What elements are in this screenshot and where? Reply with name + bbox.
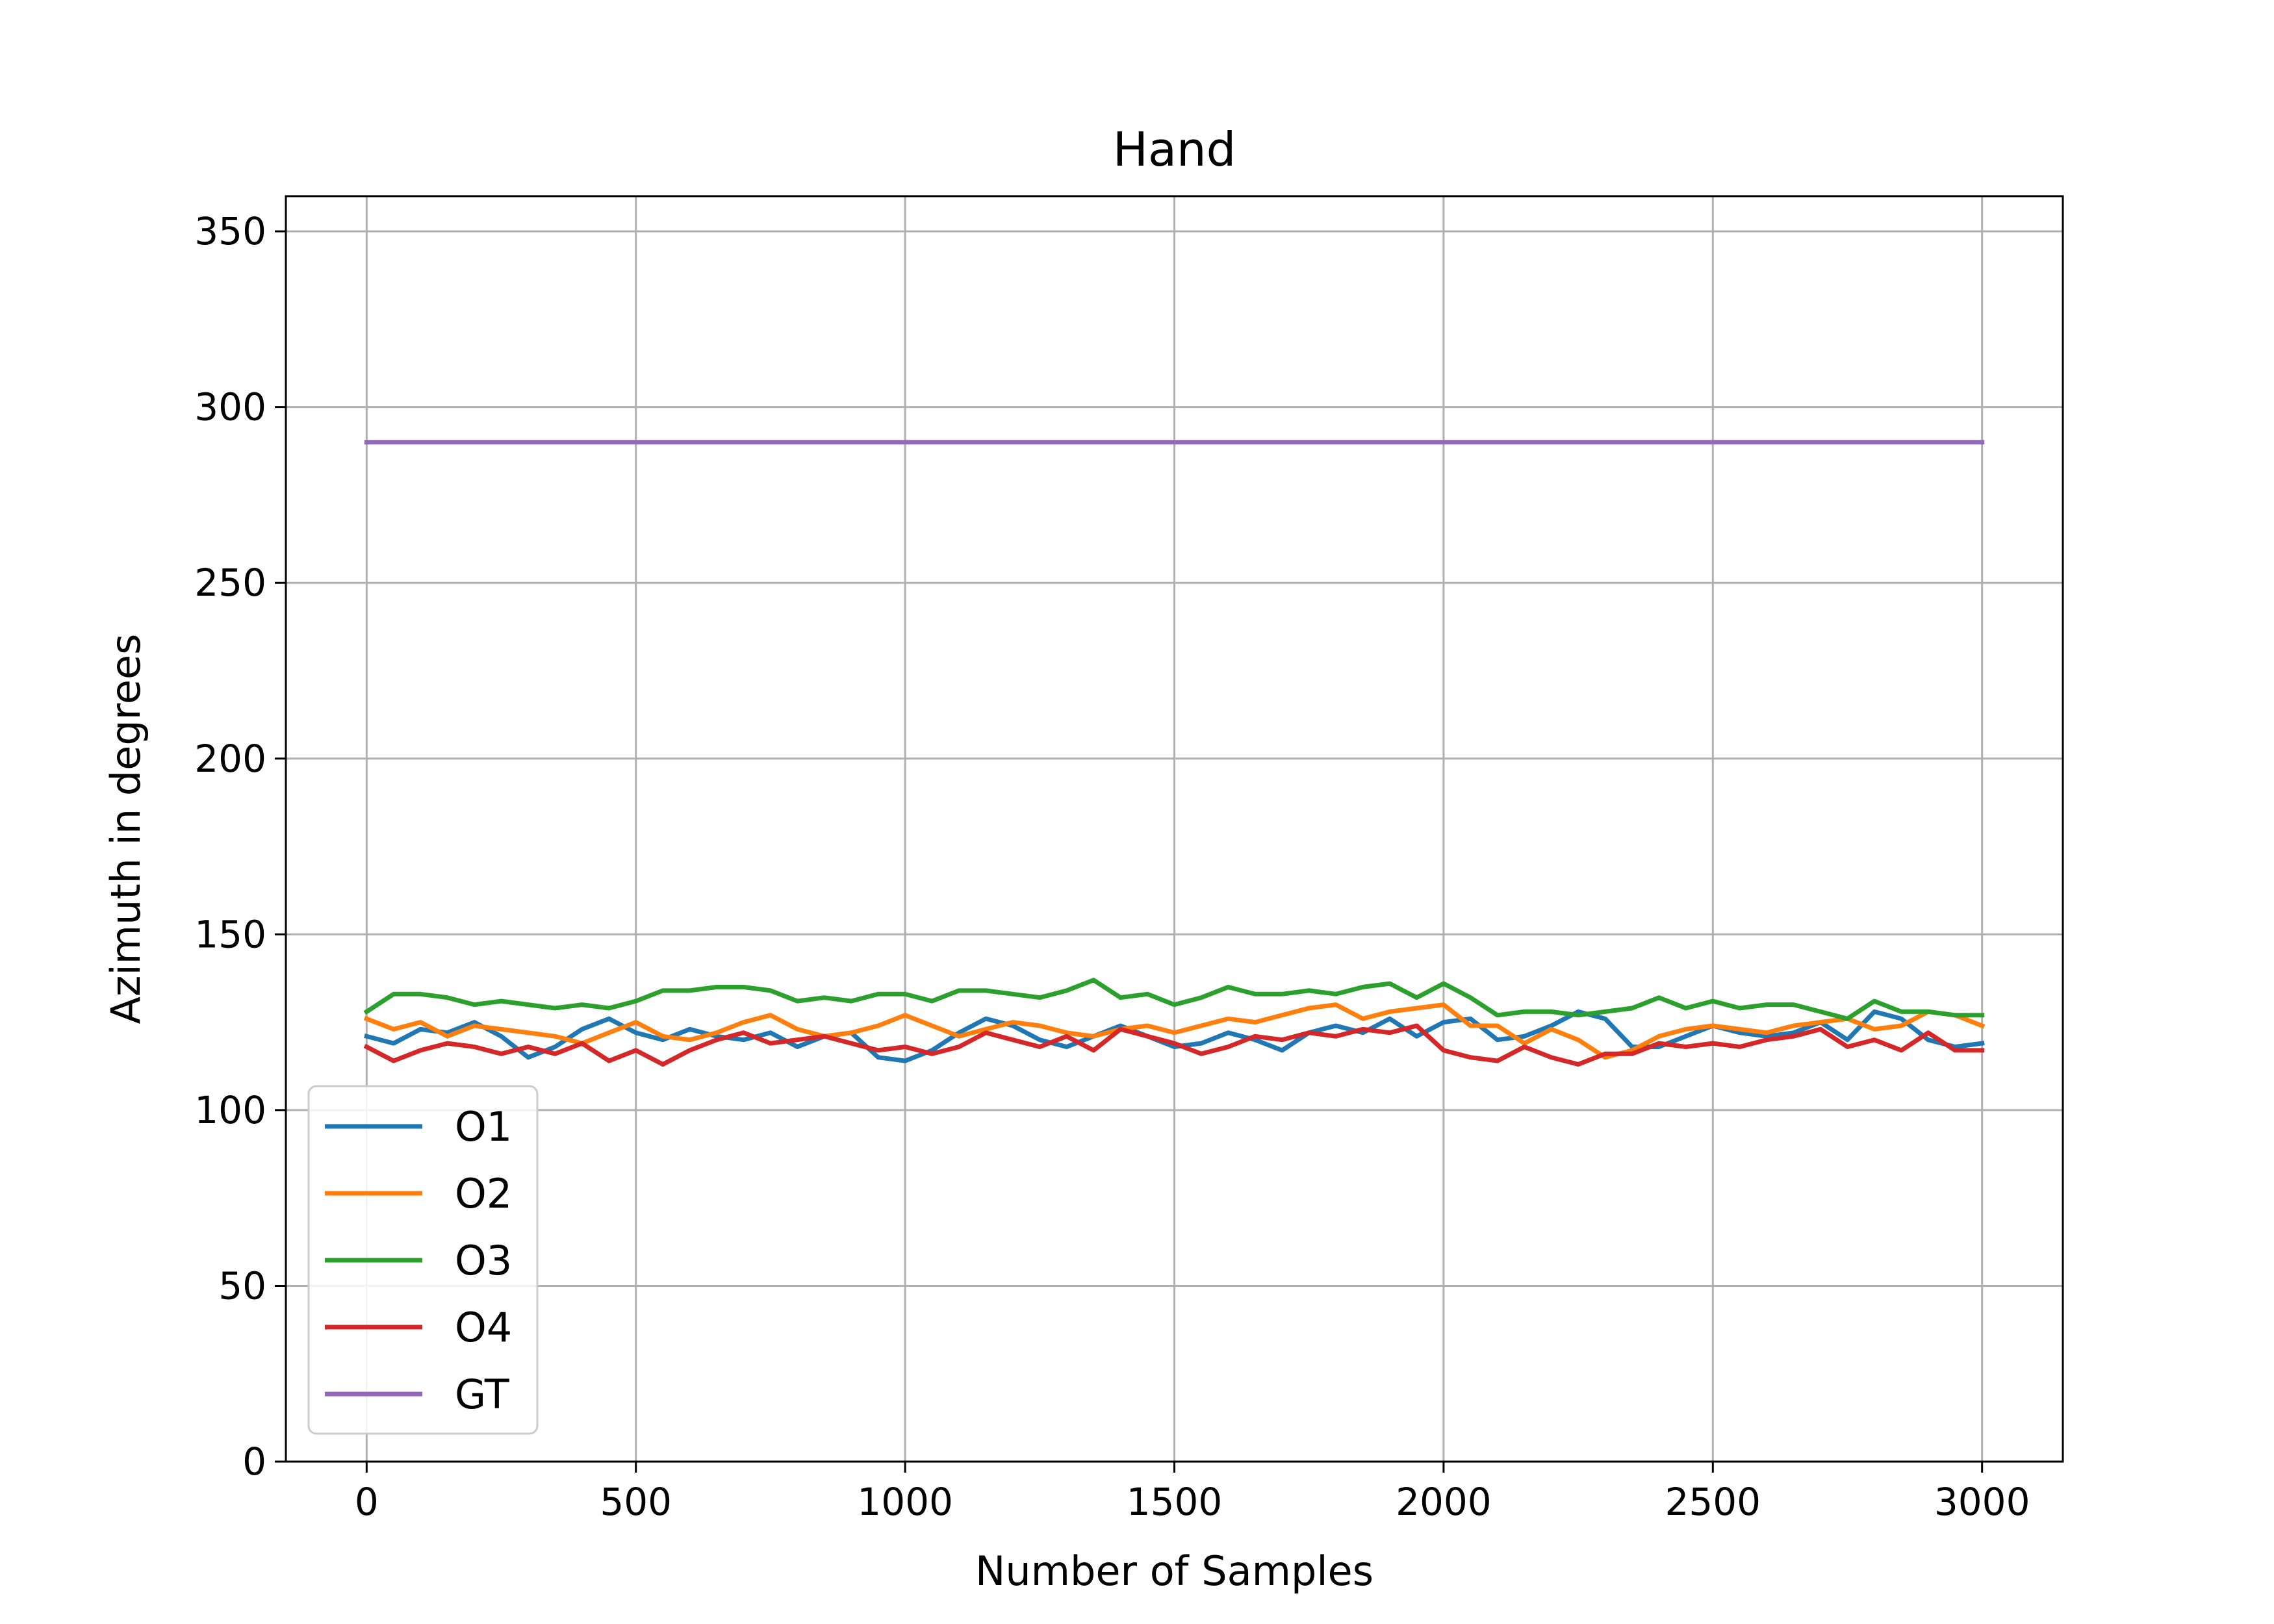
x-tick-label: 2500 [1665,1480,1761,1524]
y-tick-label: 0 [242,1440,266,1484]
y-tick-label: 200 [194,737,266,781]
legend-box [307,1085,539,1435]
x-axis-label: Number of Samples [975,1547,1373,1595]
y-axis-label: Azimuth in degrees [102,634,149,1024]
legend-label-o3: O3 [455,1237,512,1284]
series-line-o3 [363,978,1985,1021]
x-tick-label: 2000 [1396,1480,1492,1524]
y-tick-label: 300 [194,385,266,429]
axis-ticks: 0 500 1000 1500 2000 2500 3000 0 50 100 150 200 250 3… [194,209,2030,1524]
y-tick-label: 50 [218,1263,266,1308]
series-line-o4 [363,1023,1985,1067]
legend: O1 O2 O3 O4 GT [307,1085,539,1435]
y-tick-label: 150 [194,912,266,956]
y-tick-label: 250 [194,561,266,605]
y-tick-label: 100 [194,1088,266,1132]
x-tick-label: 1500 [1127,1480,1223,1524]
x-tick-label: 1000 [857,1480,953,1524]
legend-label-o1: O1 [455,1103,512,1150]
legend-label-o2: O2 [455,1170,512,1217]
legend-label-o4: O4 [455,1304,512,1351]
x-tick-label: 0 [355,1480,379,1524]
chart-title: Hand [1113,122,1236,177]
y-tick-label: 350 [194,209,266,253]
x-tick-label: 3000 [1934,1480,2030,1524]
legend-label-gt: GT [455,1371,510,1418]
series-line-o2 [363,1002,1986,1060]
plot-lines [363,440,1986,1067]
x-tick-label: 500 [600,1480,672,1524]
